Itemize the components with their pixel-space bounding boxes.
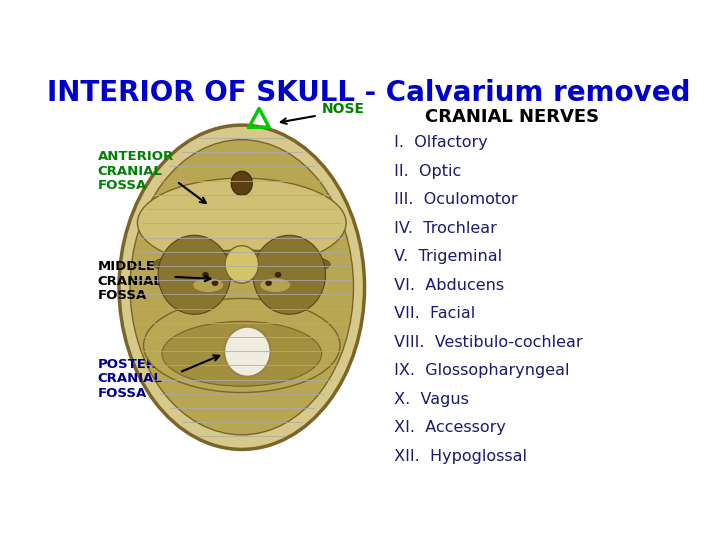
Ellipse shape xyxy=(158,235,230,314)
Text: VIII.  Vestibulo-cochlear: VIII. Vestibulo-cochlear xyxy=(389,335,582,350)
Text: XII.  Hypoglossal: XII. Hypoglossal xyxy=(389,449,526,464)
Text: ANTERIOR
CRANIAL
FOSSA: ANTERIOR CRANIAL FOSSA xyxy=(98,150,174,192)
Text: INTERIOR OF SKULL - Calvarium removed: INTERIOR OF SKULL - Calvarium removed xyxy=(48,78,690,106)
Ellipse shape xyxy=(275,272,282,278)
Text: IX.  Glossopharyngeal: IX. Glossopharyngeal xyxy=(389,363,569,379)
Text: IV.  Trochlear: IV. Trochlear xyxy=(389,221,496,236)
Ellipse shape xyxy=(212,280,218,286)
Text: CRANIAL NERVES: CRANIAL NERVES xyxy=(425,107,599,126)
Text: II.  Optic: II. Optic xyxy=(389,164,461,179)
Ellipse shape xyxy=(225,246,258,283)
Ellipse shape xyxy=(162,321,322,386)
Ellipse shape xyxy=(253,235,325,314)
Text: XI.  Accessory: XI. Accessory xyxy=(389,420,505,435)
Ellipse shape xyxy=(202,272,209,278)
Ellipse shape xyxy=(153,250,330,279)
Text: V.  Trigeminal: V. Trigeminal xyxy=(389,249,502,265)
Ellipse shape xyxy=(138,178,346,267)
Ellipse shape xyxy=(193,278,224,293)
Ellipse shape xyxy=(260,278,291,293)
Ellipse shape xyxy=(265,280,272,286)
Ellipse shape xyxy=(119,125,364,449)
Text: III.  Oculomotor: III. Oculomotor xyxy=(389,192,517,207)
Text: MIDDLE
CRANIAL
FOSSA: MIDDLE CRANIAL FOSSA xyxy=(98,260,163,302)
Text: VI.  Abducens: VI. Abducens xyxy=(389,278,504,293)
Ellipse shape xyxy=(224,327,271,377)
Text: NOSE: NOSE xyxy=(322,102,364,116)
Ellipse shape xyxy=(143,299,340,393)
Text: POSTERIOR
CRANIAL
FOSSA: POSTERIOR CRANIAL FOSSA xyxy=(98,358,184,400)
Text: VII.  Facial: VII. Facial xyxy=(389,306,474,321)
Ellipse shape xyxy=(231,171,253,195)
Text: I.  Olfactory: I. Olfactory xyxy=(389,136,487,151)
Ellipse shape xyxy=(130,140,354,435)
Text: X.  Vagus: X. Vagus xyxy=(389,392,469,407)
